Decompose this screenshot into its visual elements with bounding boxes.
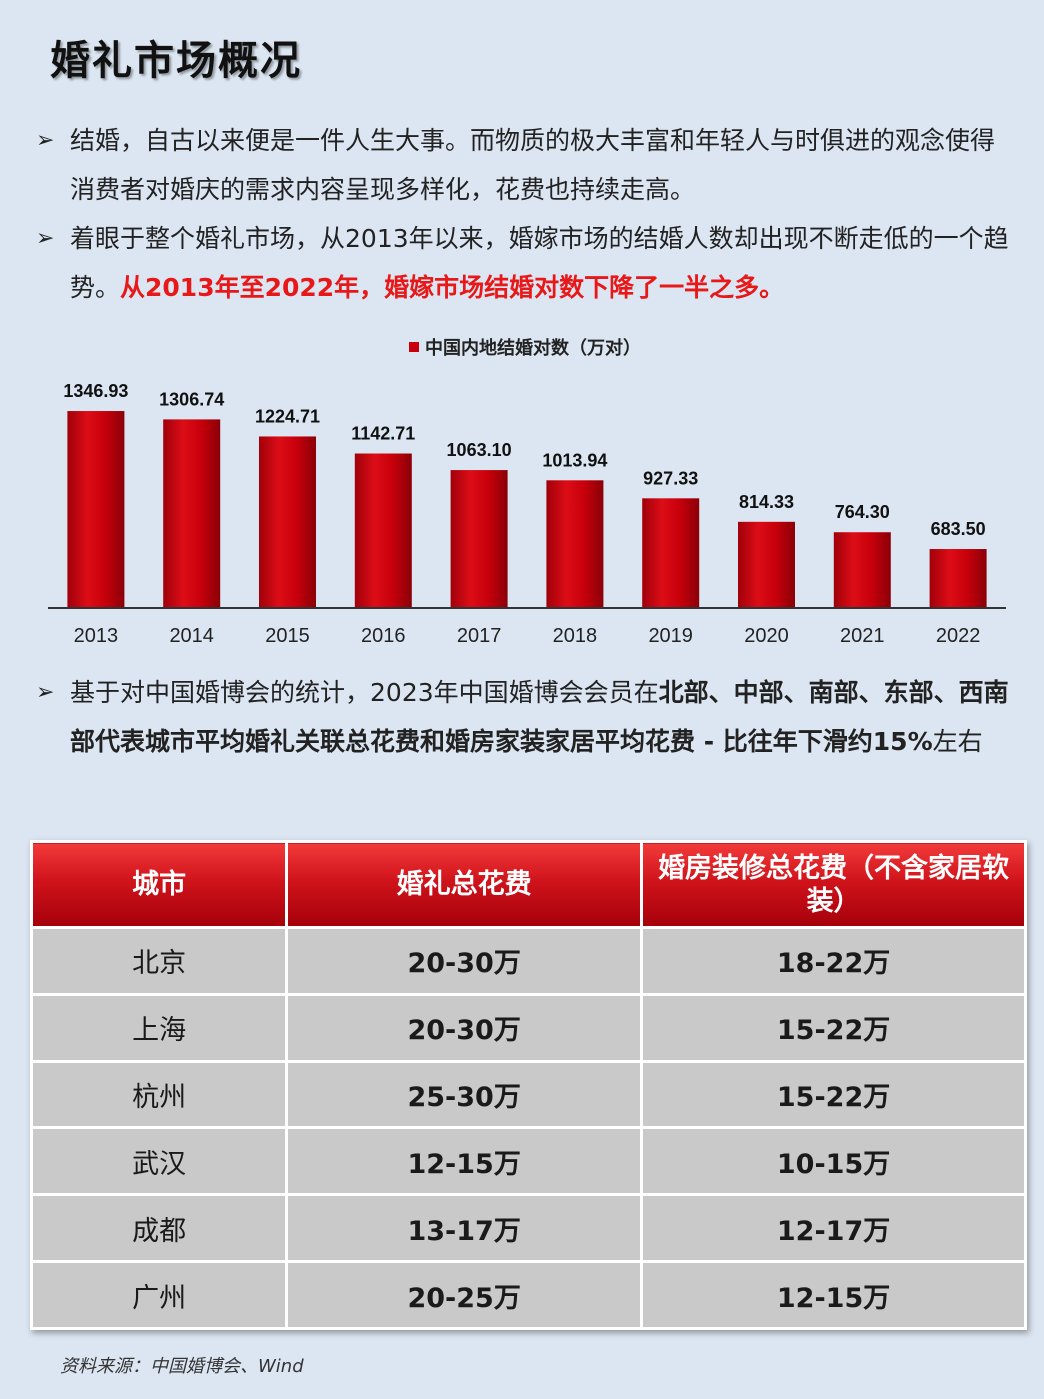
paragraph-1: ➢ 结婚，自古以来便是一件人生大事。而物质的极大丰富和年轻人与时俱进的观念使得消… xyxy=(36,116,1016,214)
bar-2014 xyxy=(163,419,221,608)
wedding-cost-cell: 20-30万 xyxy=(285,926,644,996)
paragraph-2-text: 着眼于整个婚礼市场，从2013年以来，婚嫁市场的结婚人数却出现不断走低的一个趋势… xyxy=(36,214,1016,312)
bar-2016 xyxy=(354,453,412,608)
header-wedding-cost: 婚礼总花费 xyxy=(285,840,644,929)
city-cell: 成都 xyxy=(29,1193,289,1264)
bullet-arrow-icon: ➢ xyxy=(36,128,55,153)
decoration-cost-cell: 12-17万 xyxy=(640,1193,1027,1264)
bar-2019 xyxy=(642,498,700,608)
x-tick-2020: 2020 xyxy=(744,625,789,647)
wedding-cost-cell: 20-25万 xyxy=(285,1260,644,1330)
bullet-arrow-icon: ➢ xyxy=(36,226,55,251)
bar-2015 xyxy=(259,436,316,608)
data-label-2021: 764.30 xyxy=(835,502,890,522)
bar-2021 xyxy=(833,532,891,608)
chart-legend: 中国内地结婚对数（万对） xyxy=(40,334,1010,360)
wedding-cost-cell: 25-30万 xyxy=(285,1059,644,1130)
table-row: 杭州 25-30万 15-22万 xyxy=(29,1059,1027,1130)
x-tick-2014: 2014 xyxy=(169,625,214,647)
decoration-cost-cell: 18-22万 xyxy=(640,926,1027,996)
decoration-cost-cell: 10-15万 xyxy=(640,1126,1027,1197)
legend-swatch xyxy=(409,342,419,352)
data-label-2016: 1142.71 xyxy=(351,424,415,444)
table-row: 成都 13-17万 12-17万 xyxy=(29,1193,1027,1264)
paragraph-3-text: 基于对中国婚博会的统计，2023年中国婚博会会员在北部、中部、南部、东部、西南部… xyxy=(36,668,1016,766)
paragraph-3-bold: 北部、中部、南部、东部、西南部代表城市平均婚礼关联总花费和婚房家装家居平均花费 … xyxy=(70,678,1009,756)
x-tick-2017: 2017 xyxy=(457,625,502,647)
legend-label: 中国内地结婚对数（万对） xyxy=(425,338,641,359)
marriage-bar-chart: 中国内地结婚对数（万对） 1346.93 2013 1306.74 2014 1224.… xyxy=(40,330,1010,660)
table-header-row: 城市 婚礼总花费 婚房装修总花费（不含家居软装） xyxy=(29,840,1027,929)
decoration-cost-cell: 12-15万 xyxy=(640,1260,1027,1330)
header-city: 城市 xyxy=(29,840,289,929)
x-tick-2019: 2019 xyxy=(648,625,693,647)
data-label-2019: 927.33 xyxy=(643,468,698,488)
bar-2022 xyxy=(929,549,987,608)
data-label-2020: 814.33 xyxy=(739,492,794,512)
city-cell: 杭州 xyxy=(29,1059,289,1130)
x-tick-2013: 2013 xyxy=(74,625,119,647)
x-tick-2022: 2022 xyxy=(936,625,981,647)
data-label-2015: 1224.71 xyxy=(255,406,320,426)
table-row: 北京 20-30万 18-22万 xyxy=(29,926,1027,996)
x-tick-2015: 2015 xyxy=(265,625,310,647)
city-cell: 广州 xyxy=(29,1260,289,1330)
source-note: 资料来源：中国婚博会、Wind xyxy=(60,1356,304,1377)
wedding-cost-cell: 20-30万 xyxy=(285,992,644,1063)
page-title: 婚礼市场概况 xyxy=(50,38,302,84)
bullet-arrow-icon: ➢ xyxy=(36,680,55,705)
bar-2020 xyxy=(738,521,795,608)
paragraph-3-part3: 左右 xyxy=(932,727,983,756)
data-label-2018: 1013.94 xyxy=(542,450,607,470)
bar-2017 xyxy=(450,470,508,608)
decoration-cost-cell: 15-22万 xyxy=(640,992,1027,1063)
city-cell: 北京 xyxy=(29,926,289,996)
data-label-2014: 1306.74 xyxy=(159,389,224,409)
header-decoration-cost: 婚房装修总花费（不含家居软装） xyxy=(640,840,1027,929)
decoration-cost-cell: 15-22万 xyxy=(640,1059,1027,1130)
x-tick-2021: 2021 xyxy=(840,625,885,647)
paragraph-1-text: 结婚，自古以来便是一件人生大事。而物质的极大丰富和年轻人与时俱进的观念使得消费者… xyxy=(70,126,996,204)
paragraph-2-highlight: 从2013年至2022年，婚嫁市场结婚对数下降了一半之多。 xyxy=(120,273,785,302)
x-tick-2018: 2018 xyxy=(553,625,598,647)
table-row: 上海 20-30万 15-22万 xyxy=(29,992,1027,1063)
chart-canvas: 1346.93 2013 1306.74 2014 1224.71 2015 1142.71… xyxy=(48,381,1006,647)
bar-2013 xyxy=(67,411,125,608)
paragraph-3-part1: 基于对中国婚博会的统计，2023年中国婚博会会员在 xyxy=(70,678,659,707)
paragraph-2-normal: 着眼于整个婚礼市场，从2013年以来，婚嫁市场的结婚人数却出现不断走低的一个趋势… xyxy=(70,224,1009,302)
cost-table: 城市 婚礼总花费 婚房装修总花费（不含家居软装） 北京 20-30万 18-22… xyxy=(29,840,1027,1330)
bar-2018 xyxy=(546,480,604,608)
data-label-2022: 683.50 xyxy=(931,519,986,539)
paragraph-2: ➢ 着眼于整个婚礼市场，从2013年以来，婚嫁市场的结婚人数却出现不断走低的一个… xyxy=(36,214,1016,312)
city-cell: 上海 xyxy=(29,992,289,1063)
table-row: 广州 20-25万 12-15万 xyxy=(29,1260,1027,1330)
data-label-2013: 1346.93 xyxy=(63,381,128,401)
wedding-cost-cell: 12-15万 xyxy=(285,1126,644,1197)
wedding-cost-cell: 13-17万 xyxy=(285,1193,644,1264)
table-row: 武汉 12-15万 10-15万 xyxy=(29,1126,1027,1197)
paragraph-3: ➢ 基于对中国婚博会的统计，2023年中国婚博会会员在北部、中部、南部、东部、西… xyxy=(36,668,1016,766)
city-cell: 武汉 xyxy=(29,1126,289,1197)
x-tick-2016: 2016 xyxy=(361,625,406,647)
data-label-2017: 1063.10 xyxy=(447,440,512,460)
